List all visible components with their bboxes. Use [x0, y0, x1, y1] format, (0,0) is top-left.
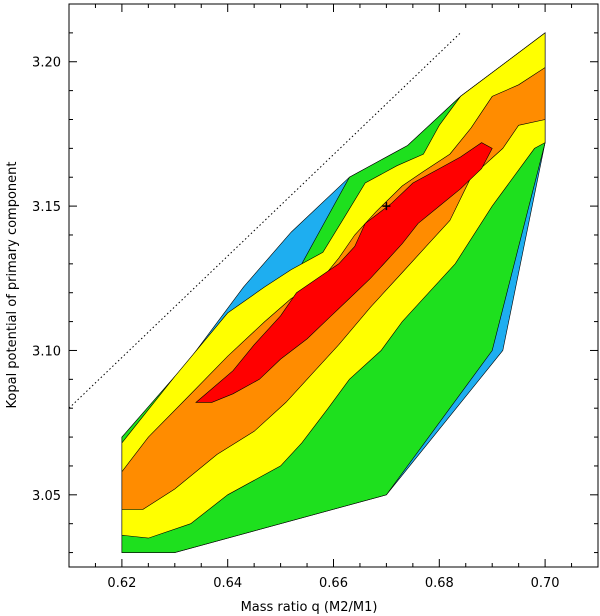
x-axis: 0.62 0.64 0.66 0.68 0.70: [94, 4, 573, 591]
y-axis-title: Kopal potential of primary component: [5, 162, 20, 409]
y-tick-label: 3.15: [32, 200, 61, 215]
x-tick-label: 0.62: [107, 576, 136, 591]
x-axis-title: Mass ratio q (M2/M1): [241, 600, 378, 615]
x-tick-label: 0.66: [319, 576, 348, 591]
best-fit-marker: [382, 202, 391, 211]
y-tick-label: 3.05: [32, 489, 61, 504]
contour-region-red: [195, 142, 493, 403]
x-tick-label: 0.64: [213, 576, 242, 591]
y-axis: 3.05 3.10 3.15 3.20: [32, 3, 598, 554]
y-tick-label: 3.10: [32, 344, 61, 359]
x-tick-label: 0.68: [425, 576, 454, 591]
y-tick-label: 3.20: [32, 56, 61, 71]
contour-regions: [121, 32, 546, 553]
x-tick-label: 0.70: [531, 576, 560, 591]
